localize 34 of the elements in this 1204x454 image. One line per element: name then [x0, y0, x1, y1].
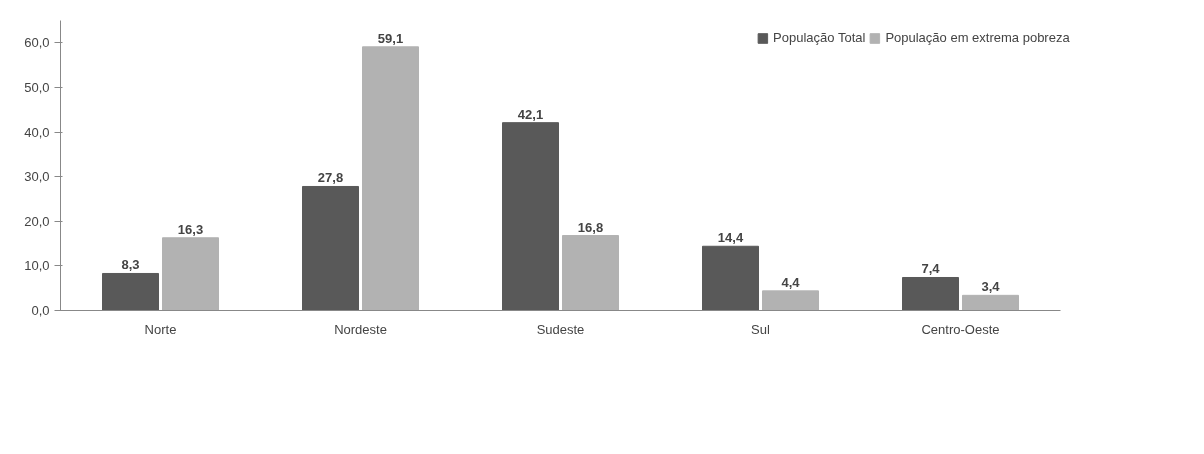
bar: [162, 237, 219, 311]
y-tick-label: 40,0: [24, 124, 50, 140]
y-tick-label: 0,0: [31, 303, 50, 318]
data-label: 7,4: [921, 261, 941, 277]
x-tick-label: Sudeste: [536, 321, 585, 337]
data-label: 3,4: [981, 279, 1001, 295]
bar: [762, 290, 819, 311]
x-tick-label: Nordeste: [334, 321, 387, 337]
y-tick-label: 10,0: [24, 258, 50, 274]
bar: [362, 46, 419, 311]
data-label: 59,1: [377, 30, 404, 46]
bar: [702, 245, 759, 311]
data-label: 16,3: [177, 221, 204, 237]
bar: [902, 276, 959, 311]
y-tick-label: 30,0: [24, 169, 50, 185]
legend-label: População em extrema pobreza: [885, 30, 1070, 45]
data-label: 42,1: [517, 106, 544, 122]
bar: [502, 122, 559, 311]
data-label: 4,4: [781, 274, 801, 290]
bar: [962, 294, 1019, 311]
y-tick-label: 60,0: [24, 35, 50, 51]
x-tick-label: Centro-Oeste: [921, 321, 1000, 337]
data-label: 27,8: [317, 170, 344, 186]
x-tick-label: Sul: [751, 321, 771, 337]
y-tick-label: 20,0: [24, 213, 50, 229]
x-tick-label: Norte: [144, 321, 177, 337]
bar: [302, 185, 359, 311]
data-label: 16,8: [577, 219, 604, 235]
data-label: 14,4: [717, 230, 744, 246]
legend-label: População Total: [773, 30, 866, 45]
data-label: 8,3: [121, 257, 140, 273]
bar: [102, 272, 159, 311]
bar: [562, 235, 619, 311]
y-tick-label: 50,0: [24, 79, 50, 95]
